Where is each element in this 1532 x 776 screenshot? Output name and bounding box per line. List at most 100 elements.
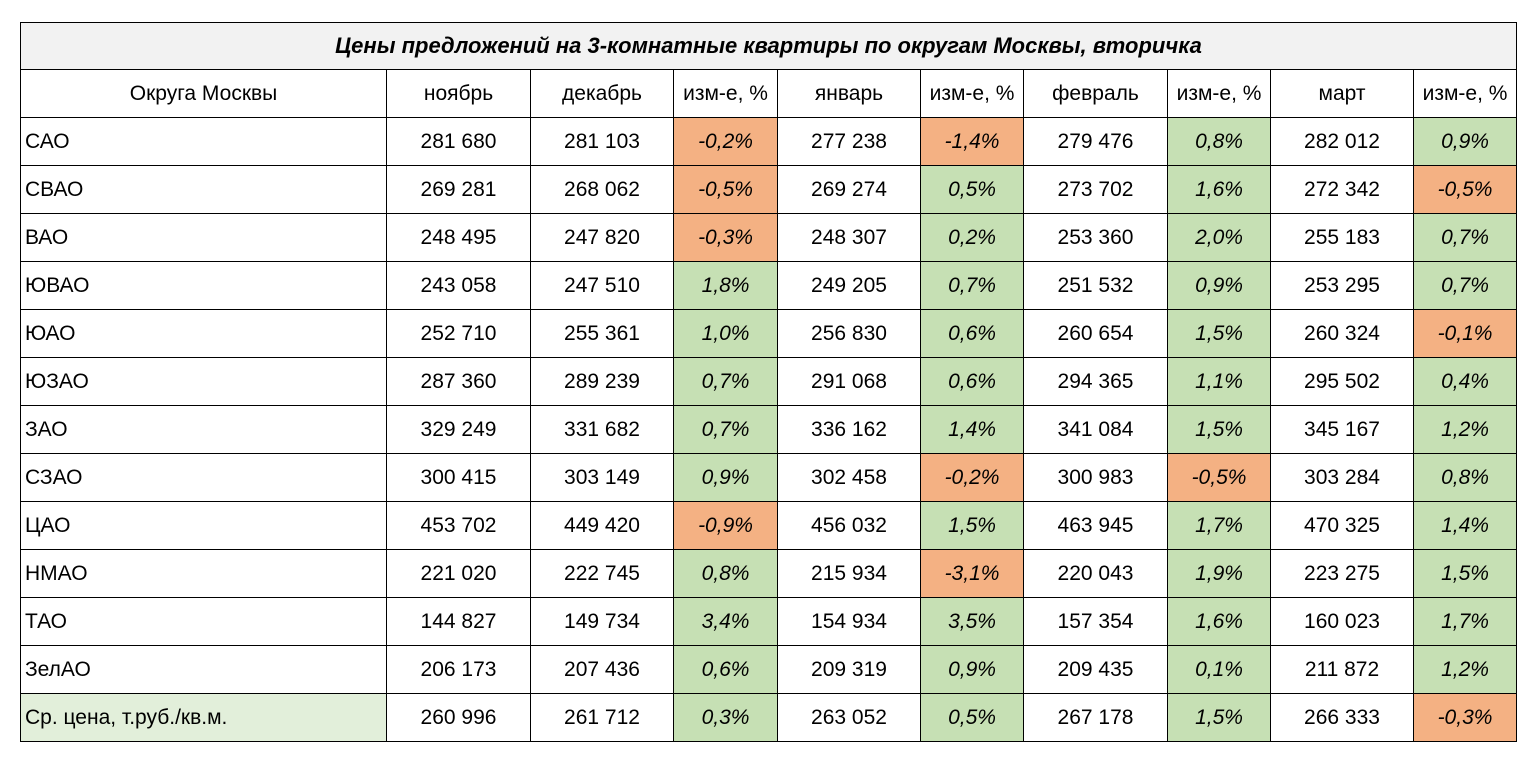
table-row: САО 281 680 281 103 -0,2% 277 238 -1,4% 279 47… — [20, 117, 1517, 166]
price-cell: 268 062 — [530, 165, 674, 214]
price-cell: 253 295 — [1270, 261, 1414, 310]
price-cell: 282 012 — [1270, 117, 1414, 166]
change-cell: 0,7% — [920, 261, 1024, 310]
change-cell: 1,7% — [1167, 501, 1271, 550]
price-cell: 272 342 — [1270, 165, 1414, 214]
price-cell: 302 458 — [777, 453, 921, 502]
price-cell: 249 205 — [777, 261, 921, 310]
table-title: Цены предложений на 3-комнатные квартиры… — [20, 22, 1517, 70]
table-row: СЗАО 300 415 303 149 0,9% 302 458 -0,2% 300 98… — [20, 453, 1517, 502]
change-cell: 1,9% — [1167, 549, 1271, 598]
district-name: ЮЗАО — [20, 357, 387, 406]
price-cell: 341 084 — [1023, 405, 1168, 454]
change-cell: -0,5% — [1167, 453, 1271, 502]
change-cell: 0,9% — [1413, 117, 1517, 166]
change-cell: 3,5% — [920, 597, 1024, 646]
price-cell: 260 996 — [386, 693, 531, 742]
change-cell: 0,5% — [920, 165, 1024, 214]
price-cell: 345 167 — [1270, 405, 1414, 454]
change-cell: 1,5% — [920, 501, 1024, 550]
change-cell: -0,5% — [673, 165, 778, 214]
price-cell: 294 365 — [1023, 357, 1168, 406]
table-row: ВАО 248 495 247 820 -0,3% 248 307 0,2% 253 360… — [20, 213, 1517, 262]
change-cell: 1,1% — [1167, 357, 1271, 406]
price-cell: 463 945 — [1023, 501, 1168, 550]
district-name: ВАО — [20, 213, 387, 262]
price-cell: 248 495 — [386, 213, 531, 262]
header-district: Округа Москвы — [20, 69, 387, 118]
price-cell: 267 178 — [1023, 693, 1168, 742]
price-cell: 247 820 — [530, 213, 674, 262]
price-cell: 144 827 — [386, 597, 531, 646]
header-change-december: изм-е, % — [673, 69, 778, 118]
price-cell: 269 281 — [386, 165, 531, 214]
price-cell: 303 149 — [530, 453, 674, 502]
price-cell: 256 830 — [777, 309, 921, 358]
price-cell: 209 435 — [1023, 645, 1168, 694]
price-cell: 331 682 — [530, 405, 674, 454]
change-cell: 0,3% — [673, 693, 778, 742]
price-cell: 252 710 — [386, 309, 531, 358]
price-cell: 453 702 — [386, 501, 531, 550]
price-cell: 295 502 — [1270, 357, 1414, 406]
price-cell: 207 436 — [530, 645, 674, 694]
change-cell: -0,1% — [1413, 309, 1517, 358]
change-cell: 2,0% — [1167, 213, 1271, 262]
price-cell: 209 319 — [777, 645, 921, 694]
change-cell: 0,8% — [673, 549, 778, 598]
change-cell: 0,9% — [1167, 261, 1271, 310]
price-cell: 247 510 — [530, 261, 674, 310]
header-change-february: изм-е, % — [1167, 69, 1271, 118]
table-row: НМАО 221 020 222 745 0,8% 215 934 -3,1% 220 04… — [20, 549, 1517, 598]
district-name: ТАО — [20, 597, 387, 646]
price-cell: 300 415 — [386, 453, 531, 502]
price-cell: 206 173 — [386, 645, 531, 694]
table-row: ЗАО 329 249 331 682 0,7% 336 162 1,4% 341 084 1… — [20, 405, 1517, 454]
table-row: ЮАО 252 710 255 361 1,0% 256 830 0,6% 260 654 1… — [20, 309, 1517, 358]
price-cell: 266 333 — [1270, 693, 1414, 742]
change-cell: 0,8% — [1167, 117, 1271, 166]
change-cell: -0,3% — [1413, 693, 1517, 742]
change-cell: 3,4% — [673, 597, 778, 646]
price-cell: 243 058 — [386, 261, 531, 310]
price-cell: 281 680 — [386, 117, 531, 166]
change-cell: 0,5% — [920, 693, 1024, 742]
district-name: Ср. цена, т.руб./кв.м. — [20, 693, 387, 742]
title-row: Цены предложений на 3-комнатные квартиры… — [20, 22, 1517, 70]
change-cell: -0,2% — [673, 117, 778, 166]
change-cell: 0,6% — [920, 309, 1024, 358]
price-cell: 303 284 — [1270, 453, 1414, 502]
district-name: ЗАО — [20, 405, 387, 454]
price-table: Цены предложений на 3-комнатные квартиры… — [20, 22, 1517, 742]
district-name: СЗАО — [20, 453, 387, 502]
district-name: ЮАО — [20, 309, 387, 358]
change-cell: -1,4% — [920, 117, 1024, 166]
change-cell: 1,6% — [1167, 165, 1271, 214]
change-cell: 0,4% — [1413, 357, 1517, 406]
price-cell: 456 032 — [777, 501, 921, 550]
table-row: ТАО 144 827 149 734 3,4% 154 934 3,5% 157 354 1… — [20, 597, 1517, 646]
change-cell: 1,5% — [1167, 309, 1271, 358]
district-name: СВАО — [20, 165, 387, 214]
price-cell: 281 103 — [530, 117, 674, 166]
table-row: СВАО 269 281 268 062 -0,5% 269 274 0,5% 273 70… — [20, 165, 1517, 214]
average-row: Ср. цена, т.руб./кв.м. 260 996 261 712 0,3%… — [20, 693, 1517, 742]
price-cell: 260 324 — [1270, 309, 1414, 358]
change-cell: -3,1% — [920, 549, 1024, 598]
table-row: ЗелАО 206 173 207 436 0,6% 209 319 0,9% 209 43… — [20, 645, 1517, 694]
price-cell: 261 712 — [530, 693, 674, 742]
price-cell: 277 238 — [777, 117, 921, 166]
price-cell: 329 249 — [386, 405, 531, 454]
price-cell: 154 934 — [777, 597, 921, 646]
change-cell: 1,5% — [1167, 693, 1271, 742]
price-cell: 157 354 — [1023, 597, 1168, 646]
header-row: Округа Москвы ноябрь декабрь изм-е, % ян… — [20, 69, 1517, 118]
price-cell: 149 734 — [530, 597, 674, 646]
price-cell: 269 274 — [777, 165, 921, 214]
price-cell: 248 307 — [777, 213, 921, 262]
price-cell: 287 360 — [386, 357, 531, 406]
change-cell: 1,5% — [1413, 549, 1517, 598]
change-cell: 0,7% — [1413, 213, 1517, 262]
price-cell: 221 020 — [386, 549, 531, 598]
header-december: декабрь — [530, 69, 674, 118]
